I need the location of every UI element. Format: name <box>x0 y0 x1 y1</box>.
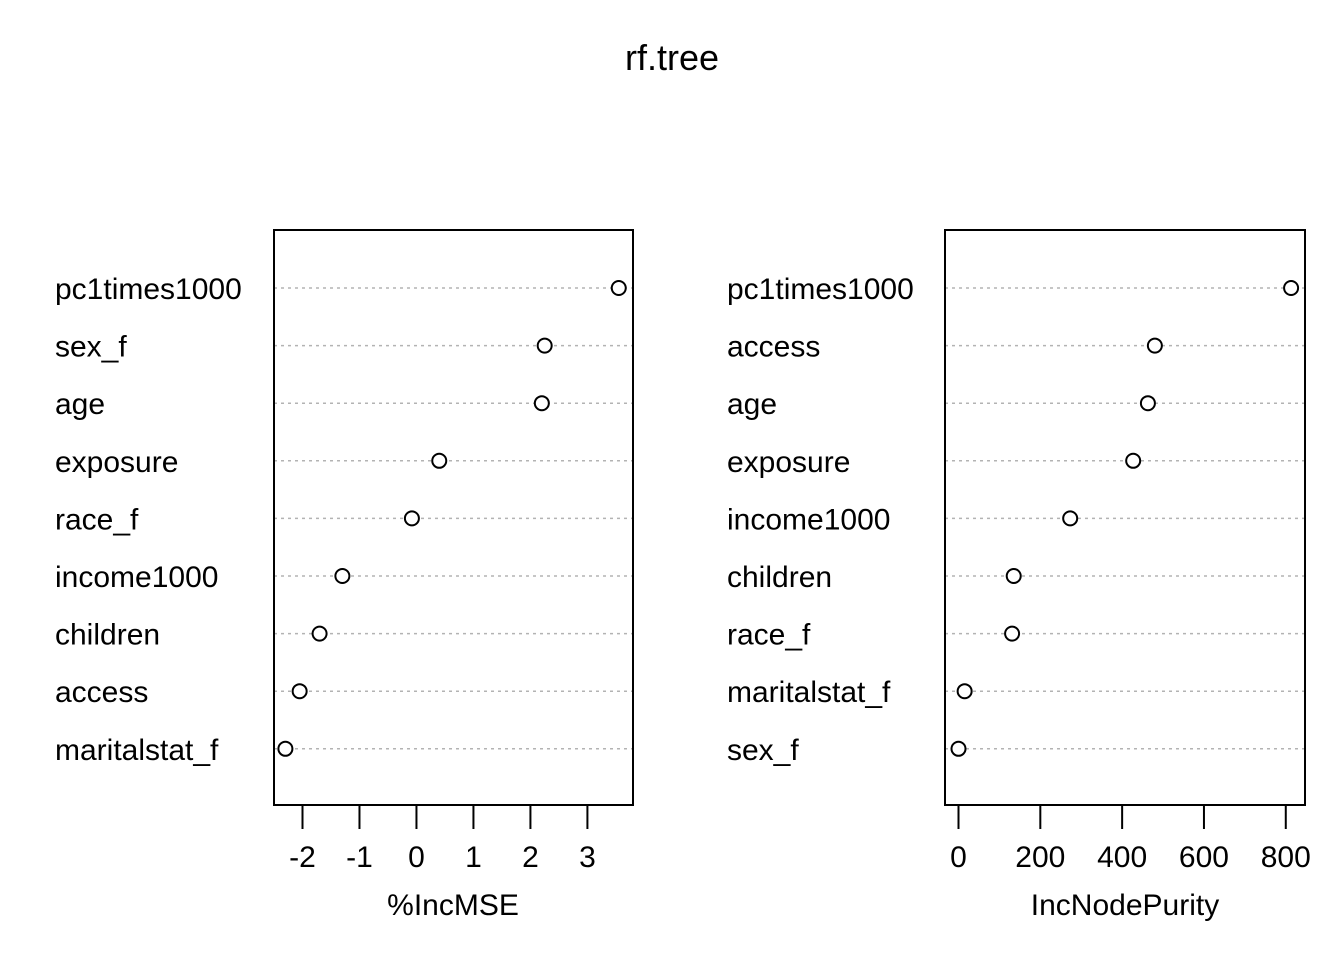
data-point <box>311 625 328 642</box>
x-tick-label: 3 <box>579 841 596 874</box>
x-tick-label: 0 <box>950 841 967 874</box>
data-point <box>610 280 627 296</box>
category-label: exposure <box>55 446 178 479</box>
category-label: income1000 <box>55 561 218 594</box>
x-tick-label: 1 <box>465 841 482 874</box>
data-point <box>334 568 351 584</box>
grid-lines <box>274 287 633 750</box>
category-label: maritalstat_f <box>727 676 891 709</box>
category-labels: pc1times1000 access age exposure income1000 c… <box>727 273 914 767</box>
data-point <box>956 683 973 700</box>
x-tick-label: 400 <box>1097 841 1147 874</box>
data-point <box>1283 280 1300 296</box>
dot-markers <box>277 280 627 757</box>
x-tick-label: 200 <box>1015 841 1065 874</box>
data-point <box>277 740 294 757</box>
category-label: access <box>55 676 148 709</box>
category-label: children <box>727 561 832 594</box>
x-axis-title: %IncMSE <box>387 889 519 922</box>
category-label: age <box>55 388 105 421</box>
data-point <box>431 452 448 469</box>
data-point <box>950 740 967 757</box>
category-label: age <box>727 388 777 421</box>
data-point <box>291 683 308 700</box>
data-point <box>1005 568 1022 584</box>
x-tick-label: -1 <box>346 841 373 874</box>
grid-lines <box>945 287 1305 750</box>
category-label: access <box>727 331 820 364</box>
x-tick-label: 0 <box>408 841 425 874</box>
x-axis-title: IncNodePurity <box>1031 889 1219 922</box>
category-label: pc1times1000 <box>55 273 242 306</box>
category-label: maritalstat_f <box>55 734 219 767</box>
data-point <box>533 395 550 412</box>
plot-frame <box>273 229 634 806</box>
plot-frame <box>944 229 1306 806</box>
x-tick-label: -2 <box>289 841 316 874</box>
data-point <box>1139 395 1156 412</box>
category-label: children <box>55 619 160 652</box>
x-axis: 0 200 400 600 800 <box>950 804 1311 874</box>
x-tick-label: 2 <box>522 841 539 874</box>
data-point <box>1004 625 1021 642</box>
chart-title: rf.tree <box>625 37 719 78</box>
category-label: sex_f <box>55 331 127 364</box>
category-label: pc1times1000 <box>727 273 914 306</box>
data-point <box>1062 510 1079 527</box>
data-point <box>1146 337 1163 354</box>
x-axis: -2 -1 0 1 2 3 <box>289 804 596 874</box>
category-label: race_f <box>727 619 811 652</box>
data-point <box>1125 452 1142 469</box>
panel-incnodepurity: pc1times1000 access age exposure income1000 c… <box>727 229 1311 922</box>
data-point <box>536 337 553 354</box>
x-tick-label: 800 <box>1261 841 1311 874</box>
data-point <box>403 510 420 527</box>
category-label: sex_f <box>727 734 799 767</box>
dot-markers <box>950 280 1300 757</box>
x-tick-label: 600 <box>1179 841 1229 874</box>
category-label: race_f <box>55 503 139 536</box>
category-label: exposure <box>727 446 850 479</box>
category-label: income1000 <box>727 503 890 536</box>
